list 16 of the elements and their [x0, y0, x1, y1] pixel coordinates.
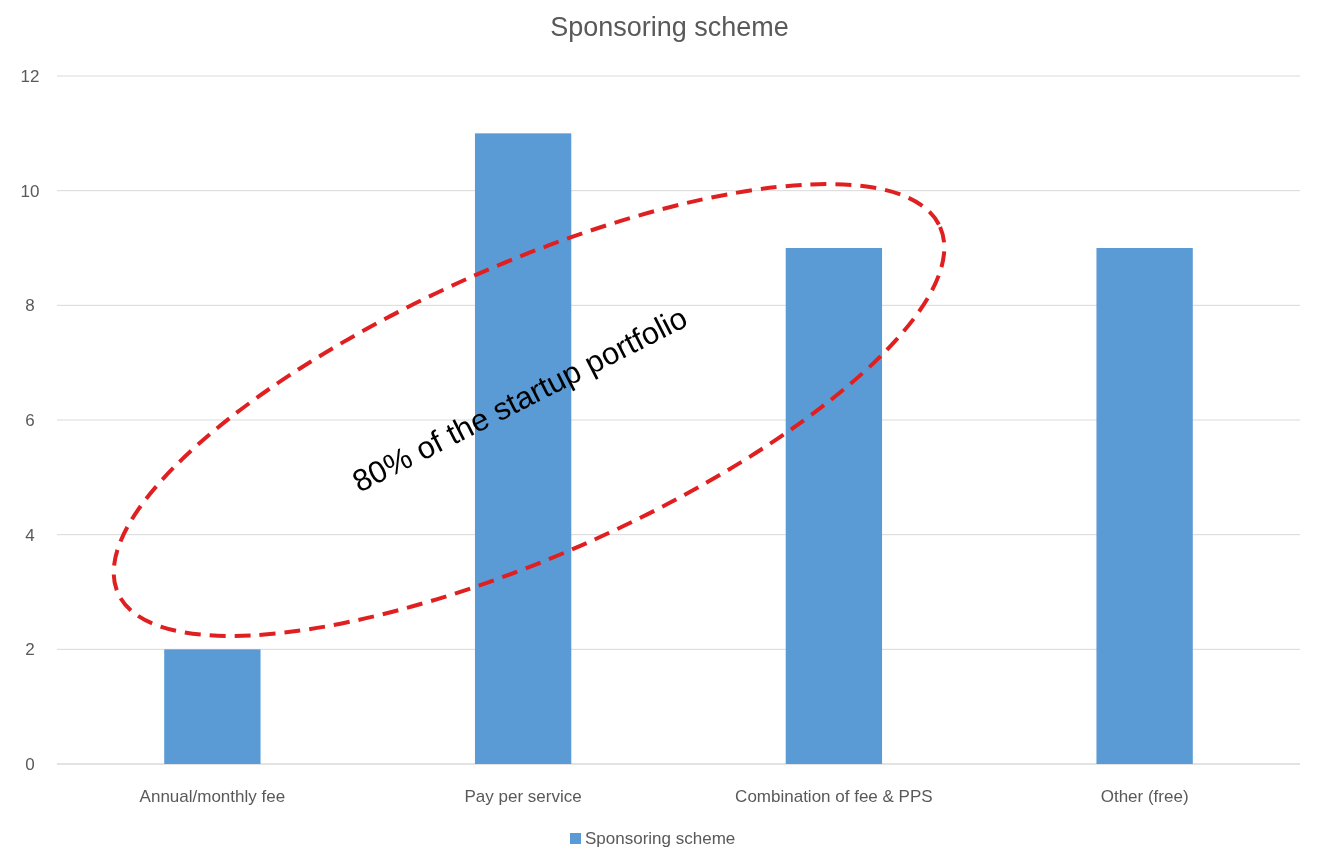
- x-tick-label: Annual/monthly fee: [139, 787, 286, 806]
- y-tick-label: 2: [25, 640, 35, 660]
- y-tick-label: 10: [20, 181, 40, 201]
- x-tick-label: Other (free): [1100, 787, 1189, 806]
- bar: [164, 649, 261, 764]
- y-tick-label: 0: [25, 754, 35, 774]
- chart-title: Sponsoring scheme: [550, 12, 789, 42]
- x-tick-label: Combination of fee & PPS: [735, 787, 933, 806]
- bar: [785, 248, 883, 764]
- y-tick-label: 4: [25, 525, 35, 545]
- legend-label: Sponsoring scheme: [585, 829, 736, 849]
- y-tick-label: 6: [25, 410, 35, 430]
- bar: [1096, 248, 1193, 764]
- y-tick-label: 12: [20, 66, 40, 86]
- x-tick-label: Pay per service: [464, 787, 582, 806]
- y-tick-label: 8: [25, 296, 35, 316]
